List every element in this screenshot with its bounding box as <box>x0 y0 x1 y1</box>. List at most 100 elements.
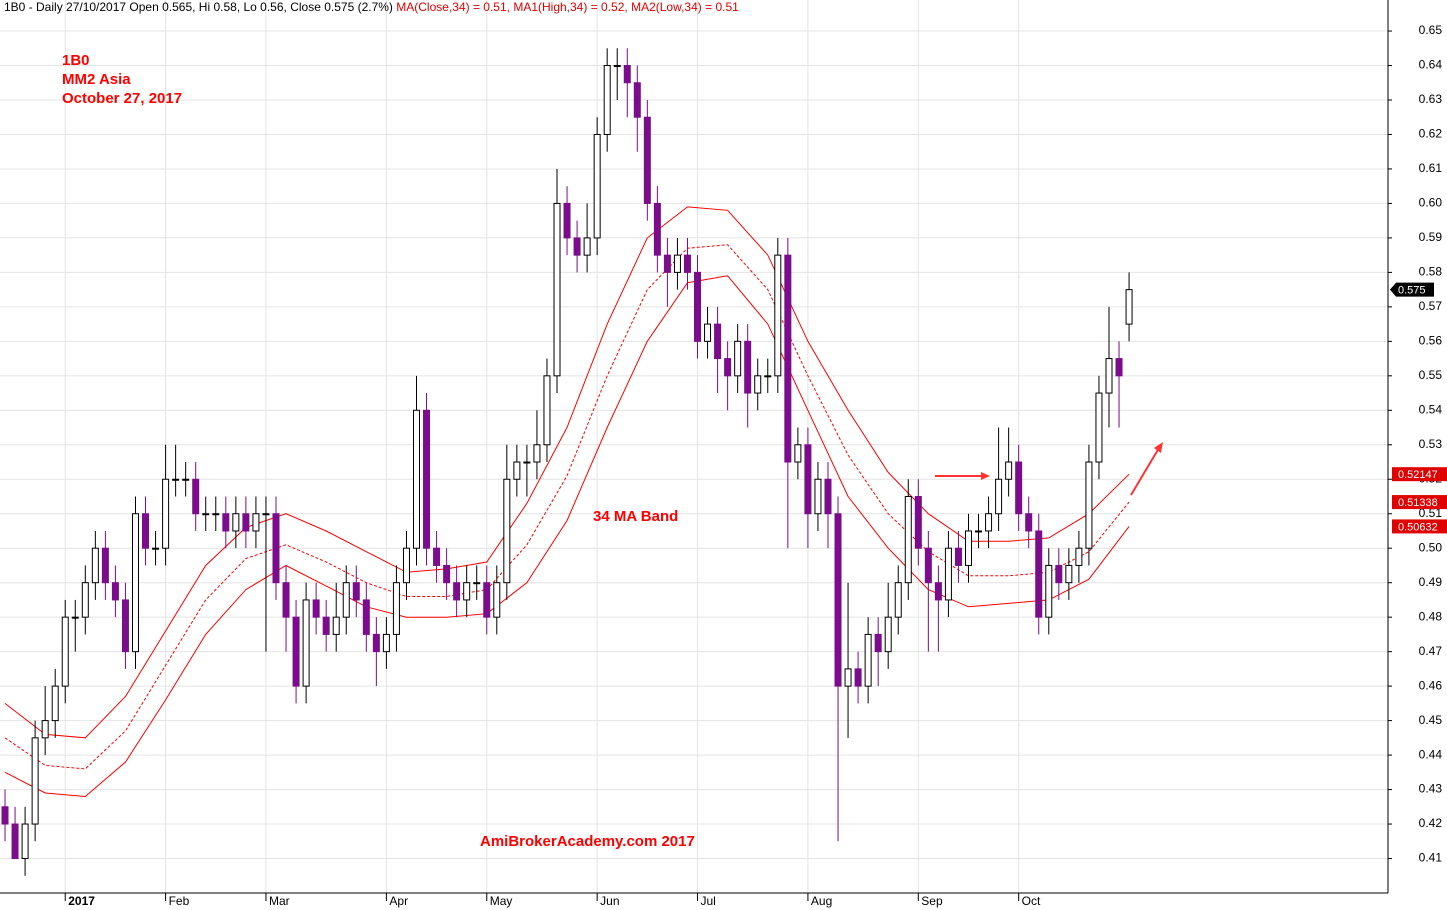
y-tick-label: 0.49 <box>1419 575 1443 589</box>
y-tick-label: 0.42 <box>1419 816 1443 830</box>
y-tick-label: 0.57 <box>1419 299 1443 313</box>
candle-body <box>844 668 852 687</box>
candle-body <box>774 254 782 377</box>
candle-body <box>884 616 892 653</box>
candle-body <box>31 737 39 825</box>
candle-body <box>222 513 230 532</box>
candle-body <box>1065 564 1073 584</box>
candle-body <box>784 254 792 463</box>
header-info: 1B0 - Daily 27/10/2017 Open 0.565, Hi 0.… <box>4 0 393 14</box>
chart-header: 1B0 - Daily 27/10/2017 Open 0.565, Hi 0.… <box>4 0 739 14</box>
candle-body <box>683 254 691 273</box>
candle-body <box>694 271 702 342</box>
candle-body <box>1105 358 1113 394</box>
annotation-symbol: 1B0 <box>62 52 90 69</box>
candle-body <box>744 340 752 394</box>
candle-body <box>643 116 651 204</box>
candle-body <box>41 720 49 739</box>
y-tick-label: 0.41 <box>1419 851 1443 865</box>
y-tick-label: 0.65 <box>1419 23 1443 37</box>
candle-body <box>754 375 762 394</box>
y-tick-label: 0.45 <box>1419 713 1443 727</box>
candle-body <box>362 599 370 635</box>
candle-body <box>934 582 942 601</box>
candle-body <box>11 823 19 860</box>
candle-body <box>513 461 521 480</box>
candle-body <box>272 513 280 584</box>
candle-body <box>463 582 471 601</box>
candle-body <box>443 564 451 584</box>
candle-body <box>1075 547 1083 566</box>
grid <box>0 0 1388 893</box>
candle-body <box>894 582 902 618</box>
y-tick-label: 0.48 <box>1419 609 1443 623</box>
arrow-shaft <box>1130 447 1160 496</box>
candle-body <box>1 806 9 825</box>
candle-body <box>493 582 501 618</box>
candle-body <box>954 547 962 566</box>
candle-body <box>1085 461 1093 549</box>
candle-body <box>81 582 89 618</box>
candle-body <box>944 547 952 601</box>
candle-body <box>653 202 661 256</box>
candle-body <box>402 547 410 584</box>
candle-body <box>182 478 190 481</box>
y-tick-label: 0.62 <box>1419 127 1443 141</box>
candle-body <box>1115 358 1123 377</box>
candle-body <box>242 513 250 532</box>
candle-body <box>804 444 812 515</box>
candle-body <box>1035 530 1043 618</box>
candle-body <box>724 358 732 377</box>
arrow-head <box>1154 442 1163 453</box>
candle-body <box>342 582 350 618</box>
y-tick-label: 0.47 <box>1419 644 1443 658</box>
price-badge-label: 0.575 <box>1398 285 1426 297</box>
y-tick-label: 0.64 <box>1419 58 1443 72</box>
axes: 0.41 0.42 0.43 0.44 0.45 0.46 0.47 0.48 0.49 0.50… <box>64 23 1447 908</box>
arrow-up <box>1130 442 1163 496</box>
price-badge <box>1390 282 1434 297</box>
candle-body <box>433 547 441 566</box>
price-badge-label: 0.50632 <box>1398 521 1438 533</box>
price-badge <box>1392 467 1447 482</box>
candle-body <box>91 547 99 584</box>
candle-body <box>172 478 180 481</box>
y-tick-label: 0.50 <box>1419 540 1443 554</box>
price-badge <box>1392 519 1447 534</box>
candle-body <box>282 582 290 618</box>
x-tick-label: Apr <box>389 894 408 908</box>
candle-body <box>252 513 260 532</box>
candle-body <box>623 65 631 84</box>
candle-body <box>142 513 150 549</box>
header-ma2: MA2(Low,34) = 0.51 <box>631 0 739 14</box>
candle-body <box>413 409 421 549</box>
candle-body <box>764 375 772 378</box>
arrow-head <box>981 472 990 480</box>
candle-body <box>734 340 742 377</box>
candle-body <box>924 547 932 584</box>
candle-body <box>1005 461 1013 480</box>
ma-line <box>4 244 1130 770</box>
x-tick-label: May <box>490 894 513 908</box>
candle-body <box>824 478 832 515</box>
candle-body <box>583 237 591 256</box>
candle-body <box>71 616 79 619</box>
candle-body <box>914 495 922 549</box>
candle-body <box>864 633 872 687</box>
candle-body <box>573 237 581 256</box>
candle-body <box>152 547 160 550</box>
candle-body <box>352 582 360 601</box>
price-badge <box>1392 495 1447 510</box>
candle-body <box>312 599 320 618</box>
candle-body <box>302 599 310 687</box>
x-tick-label: Sep <box>921 894 943 908</box>
candle-body <box>131 513 139 653</box>
candle-body <box>1015 461 1023 515</box>
candle-body <box>332 616 340 635</box>
x-tick-label: Oct <box>1022 894 1041 908</box>
header-ma: MA(Close,34) = 0.51, <box>396 0 510 14</box>
y-tick-label: 0.51 <box>1419 506 1443 520</box>
candle-body <box>673 254 681 273</box>
candle-body <box>1125 289 1133 325</box>
